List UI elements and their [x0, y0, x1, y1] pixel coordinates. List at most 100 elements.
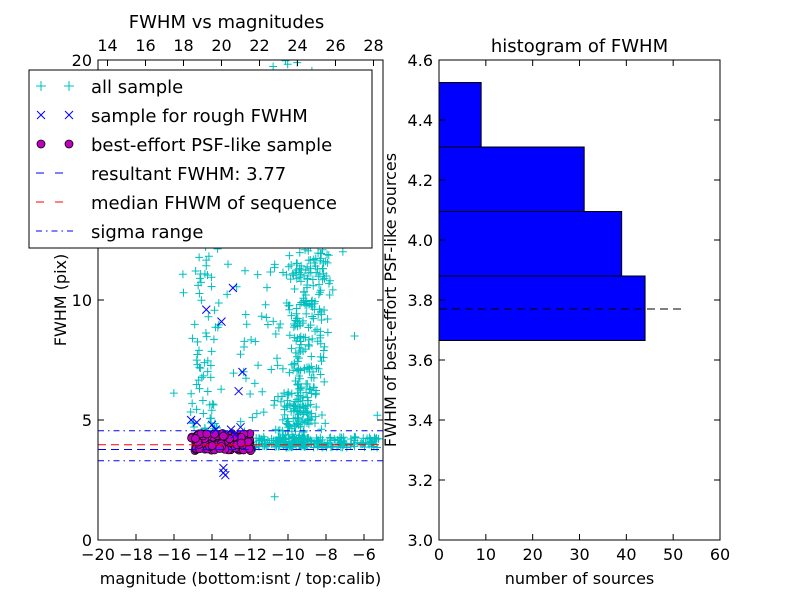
all-sample-point — [323, 250, 332, 259]
rough-sample-point — [234, 386, 243, 396]
all-sample-point — [217, 385, 226, 394]
all-sample-point — [304, 433, 313, 442]
all-sample-point — [316, 307, 325, 316]
all-sample-point — [263, 283, 272, 292]
all-sample-point — [307, 373, 316, 382]
all-sample-point — [318, 435, 327, 444]
all-sample-point — [339, 441, 348, 450]
all-sample-point — [359, 434, 368, 443]
all-sample-point — [309, 314, 318, 323]
y-tick-label: 4.4 — [408, 111, 433, 130]
all-sample-point — [306, 416, 315, 425]
x-tick-label: −6 — [352, 545, 376, 564]
all-sample-point — [317, 411, 326, 420]
histogram-ticks: 0 10 20 30 40 50 60 3.0 3.2 3.4 3.6 3.8 4.0 4.2 4.4 4.6 — [408, 51, 731, 564]
best-effort-point — [207, 441, 217, 451]
all-sample-point — [296, 321, 305, 330]
all-sample-point — [291, 402, 300, 411]
all-sample-point — [276, 319, 285, 328]
all-sample-point — [292, 259, 301, 268]
all-sample-point — [188, 399, 197, 408]
all-sample-point — [301, 345, 310, 354]
all-sample-point — [247, 335, 256, 344]
legend-entry-all-sample: all sample — [36, 77, 183, 98]
best-effort-point — [191, 434, 200, 443]
all-sample-point — [254, 434, 263, 443]
all-sample-point — [338, 443, 347, 452]
rough-sample-point — [226, 425, 236, 434]
all-sample-point — [263, 320, 272, 329]
all-sample-point — [306, 385, 315, 394]
all-sample-point — [292, 336, 301, 345]
all-sample-point — [316, 331, 325, 340]
all-sample-point — [207, 273, 216, 282]
legend-label-all-sample: all sample — [91, 77, 183, 98]
all-sample-point — [229, 369, 238, 378]
all-sample-point — [324, 279, 333, 288]
all-sample-point — [202, 261, 211, 270]
all-sample-point — [313, 437, 322, 446]
top-x-tick-label: 18 — [173, 36, 193, 55]
x-tick-label: 60 — [710, 545, 730, 564]
all-sample-point — [288, 269, 297, 278]
all-sample-point — [210, 419, 219, 428]
x-tick-label: −14 — [195, 545, 229, 564]
all-sample-point — [203, 367, 212, 376]
all-sample-point — [261, 300, 270, 309]
all-sample-point — [201, 329, 210, 338]
y-tick-label: 4.2 — [408, 171, 433, 190]
all-sample-point — [269, 436, 278, 445]
all-sample-point — [301, 296, 310, 305]
all-sample-point — [241, 310, 250, 319]
y-tick-label: 4.0 — [408, 231, 433, 250]
all-sample-point — [196, 274, 205, 283]
legend-x-marker — [36, 110, 74, 120]
all-sample-point — [321, 257, 330, 266]
rough-sample-point — [228, 283, 238, 293]
y-tick-label: 20 — [72, 51, 92, 70]
all-sample-point — [257, 439, 266, 448]
all-sample-point — [198, 396, 207, 405]
all-sample-point — [316, 288, 325, 297]
all-sample-point — [290, 434, 299, 443]
all-sample-point — [295, 248, 304, 257]
all-sample-point — [194, 376, 203, 385]
all-sample-point — [259, 408, 268, 417]
all-sample-point — [258, 387, 267, 396]
x-tick-label: −20 — [81, 545, 115, 564]
all-sample-point — [236, 350, 245, 359]
x-tick-label: 40 — [616, 545, 636, 564]
all-sample-point — [310, 259, 319, 268]
all-sample-point — [314, 290, 323, 299]
all-sample-point — [186, 407, 195, 416]
top-x-tick-label: 16 — [135, 36, 155, 55]
all-sample-point — [281, 431, 290, 440]
all-sample-point — [279, 441, 288, 450]
all-sample-point — [246, 389, 255, 398]
all-sample-point — [294, 410, 303, 419]
rough-sample-point — [217, 317, 226, 326]
scatter-xlabel: magnitude (bottom:isnt / top:calib) — [100, 569, 381, 588]
all-sample-point — [278, 435, 287, 444]
all-sample-point — [349, 440, 358, 449]
best-effort-point — [218, 431, 228, 441]
legend-circle-marker — [64, 139, 74, 149]
all-sample-point — [200, 358, 209, 367]
all-sample-point — [257, 312, 266, 321]
rough-sample-point — [211, 425, 221, 434]
legend-box — [28, 69, 373, 249]
all-sample-point — [188, 334, 197, 343]
legend-entry-resultant: resultant FWHM: 3.77 — [36, 164, 286, 185]
y-tick-label: 3.6 — [408, 351, 433, 370]
all-sample-point — [296, 366, 305, 375]
all-sample-point — [301, 333, 310, 342]
all-sample-point — [325, 290, 334, 299]
all-sample-point — [316, 352, 325, 361]
y-tick-label: 0 — [82, 531, 92, 550]
all-sample-point — [309, 281, 318, 290]
all-sample-point — [304, 269, 313, 278]
all-sample-point — [310, 419, 319, 428]
all-sample-point — [287, 344, 296, 353]
legend-entry-sigma: sigma range — [36, 222, 203, 243]
all-sample-point — [262, 442, 271, 451]
